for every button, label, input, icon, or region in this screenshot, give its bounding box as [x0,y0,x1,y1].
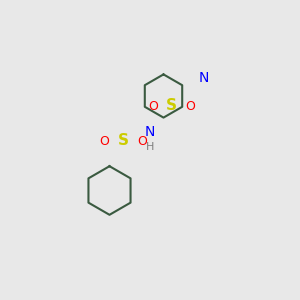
Text: N: N [199,71,209,85]
Text: S: S [118,133,128,148]
Text: O: O [148,100,158,112]
Text: N: N [145,125,155,140]
Text: H: H [146,142,154,152]
Text: S: S [166,98,177,112]
Text: O: O [137,135,147,148]
Text: O: O [186,100,195,112]
Text: O: O [99,135,109,148]
